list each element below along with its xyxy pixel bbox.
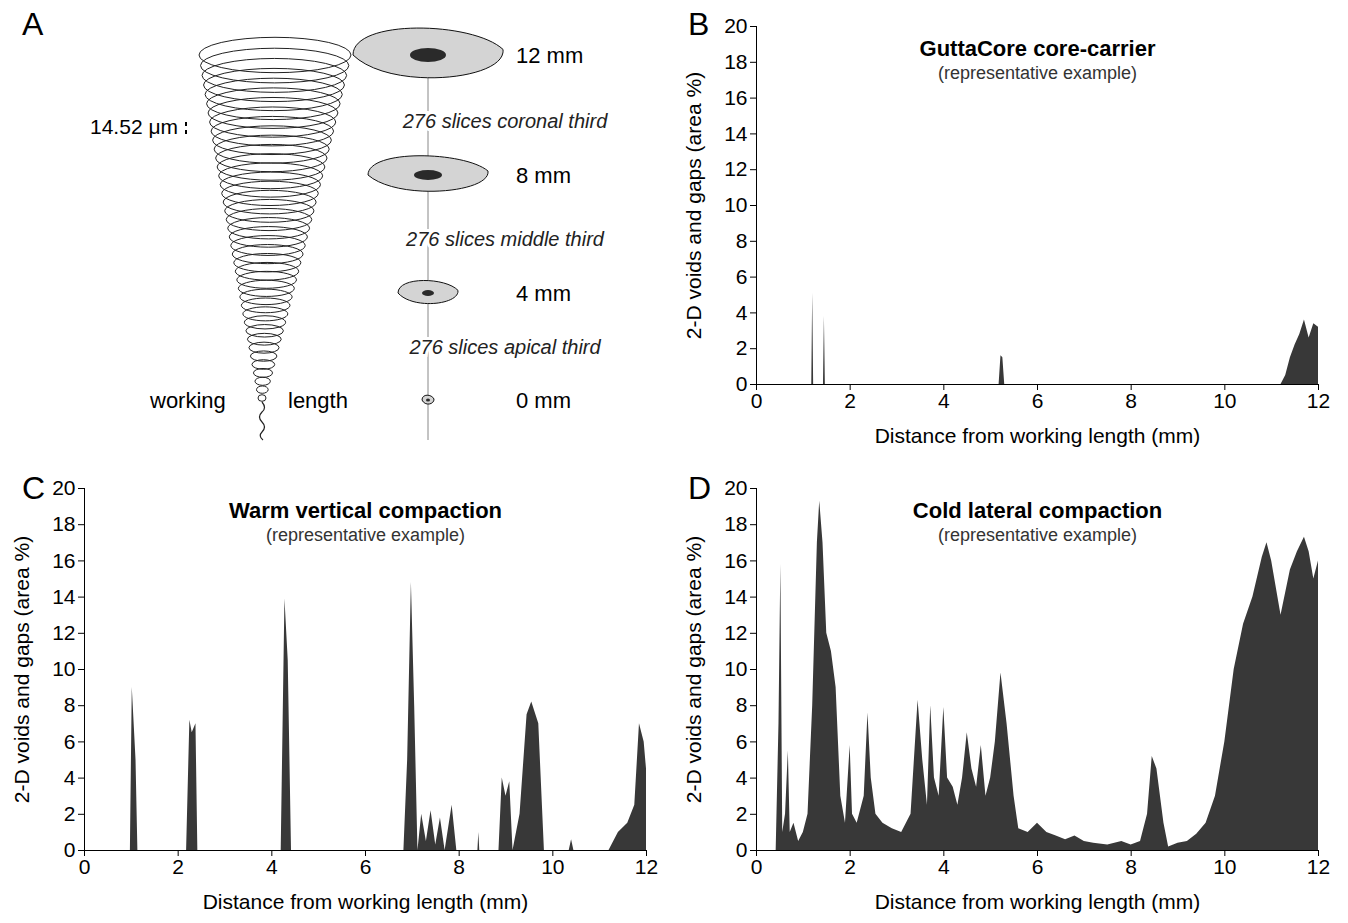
- svg-text:0: 0: [79, 855, 91, 878]
- svg-text:8: 8: [453, 855, 465, 878]
- svg-text:2-D voids and gaps (area %): 2-D voids and gaps (area %): [10, 536, 33, 803]
- svg-text:2: 2: [64, 802, 76, 825]
- svg-text:12: 12: [724, 157, 747, 180]
- svg-text:8: 8: [64, 693, 76, 716]
- svg-text:0: 0: [751, 389, 763, 412]
- svg-text:12: 12: [52, 621, 75, 644]
- svg-text:length: length: [288, 388, 348, 413]
- html-text:A: A: [22, 6, 44, 42]
- svg-text:8 mm: 8 mm: [516, 163, 571, 188]
- svg-text:6: 6: [360, 855, 372, 878]
- svg-text:0: 0: [736, 372, 748, 395]
- svg-text:10: 10: [724, 657, 747, 680]
- svg-text:4: 4: [736, 301, 748, 324]
- svg-text:16: 16: [724, 86, 747, 109]
- svg-text:20: 20: [724, 476, 747, 499]
- svg-text:6: 6: [1032, 389, 1044, 412]
- svg-text:20: 20: [52, 476, 75, 499]
- svg-text:10: 10: [724, 193, 747, 216]
- svg-text:Warm vertical compaction: Warm vertical compaction: [229, 498, 502, 523]
- svg-text:2: 2: [172, 855, 184, 878]
- svg-text:4 mm: 4 mm: [516, 281, 571, 306]
- svg-text:10: 10: [52, 657, 75, 680]
- svg-text:4: 4: [736, 766, 748, 789]
- svg-text:16: 16: [52, 549, 75, 572]
- svg-text:2-D voids and gaps (area %): 2-D voids and gaps (area %): [682, 536, 705, 803]
- svg-text:2-D voids and gaps (area %): 2-D voids and gaps (area %): [682, 72, 705, 339]
- svg-text:12: 12: [1307, 855, 1330, 878]
- svg-text:6: 6: [1032, 855, 1044, 878]
- svg-text:6: 6: [736, 265, 748, 288]
- svg-text:8: 8: [736, 693, 748, 716]
- html-text:C: C: [22, 470, 46, 506]
- svg-text:4: 4: [266, 855, 278, 878]
- svg-text:10: 10: [1213, 855, 1236, 878]
- svg-text:276 slices coronal third: 276 slices coronal third: [402, 110, 608, 132]
- svg-text:0: 0: [64, 838, 76, 861]
- svg-text:0: 0: [736, 838, 748, 861]
- svg-text:14: 14: [724, 585, 748, 608]
- svg-text:Cold lateral compaction: Cold lateral compaction: [913, 498, 1162, 523]
- svg-text:8: 8: [1125, 389, 1137, 412]
- svg-text:Distance from working length (: Distance from working length (mm): [203, 890, 529, 913]
- svg-text:12: 12: [724, 621, 747, 644]
- svg-text:8: 8: [736, 229, 748, 252]
- svg-text:(representative example): (representative example): [266, 525, 465, 545]
- svg-text:working: working: [149, 388, 226, 413]
- svg-text:10: 10: [541, 855, 564, 878]
- svg-text:4: 4: [938, 389, 950, 412]
- svg-text:14: 14: [724, 122, 748, 145]
- html-text:D: D: [688, 470, 712, 506]
- svg-text:16: 16: [724, 549, 747, 572]
- svg-text:14: 14: [52, 585, 76, 608]
- svg-text:12: 12: [635, 855, 658, 878]
- svg-text:276 slices middle third: 276 slices middle third: [405, 228, 605, 250]
- svg-text:Distance from working length (: Distance from working length (mm): [875, 424, 1201, 447]
- svg-text:6: 6: [64, 730, 76, 753]
- svg-text:6: 6: [736, 730, 748, 753]
- svg-text:2: 2: [844, 389, 856, 412]
- svg-text:0 mm: 0 mm: [516, 388, 571, 413]
- svg-text:8: 8: [1125, 855, 1137, 878]
- svg-text:12: 12: [1307, 389, 1330, 412]
- svg-text:14.52 μm: 14.52 μm: [90, 115, 178, 138]
- svg-text:20: 20: [724, 14, 747, 37]
- svg-text:4: 4: [938, 855, 950, 878]
- svg-text:18: 18: [724, 50, 747, 73]
- svg-text:4: 4: [64, 766, 76, 789]
- svg-text:276 slices apical third: 276 slices apical third: [408, 336, 601, 358]
- svg-text:2: 2: [736, 802, 748, 825]
- svg-text:12 mm: 12 mm: [516, 43, 583, 68]
- svg-text:18: 18: [724, 512, 747, 535]
- svg-text:2: 2: [736, 336, 748, 359]
- svg-text:18: 18: [52, 512, 75, 535]
- svg-text:(representative example): (representative example): [938, 525, 1137, 545]
- html-text:B: B: [688, 6, 710, 42]
- svg-text:GuttaCore core-carrier: GuttaCore core-carrier: [920, 36, 1156, 61]
- svg-text:0: 0: [751, 855, 763, 878]
- svg-text:2: 2: [844, 855, 856, 878]
- svg-text:10: 10: [1213, 389, 1236, 412]
- svg-text:Distance from working length (: Distance from working length (mm): [875, 890, 1201, 913]
- svg-text:(representative example): (representative example): [938, 63, 1137, 83]
